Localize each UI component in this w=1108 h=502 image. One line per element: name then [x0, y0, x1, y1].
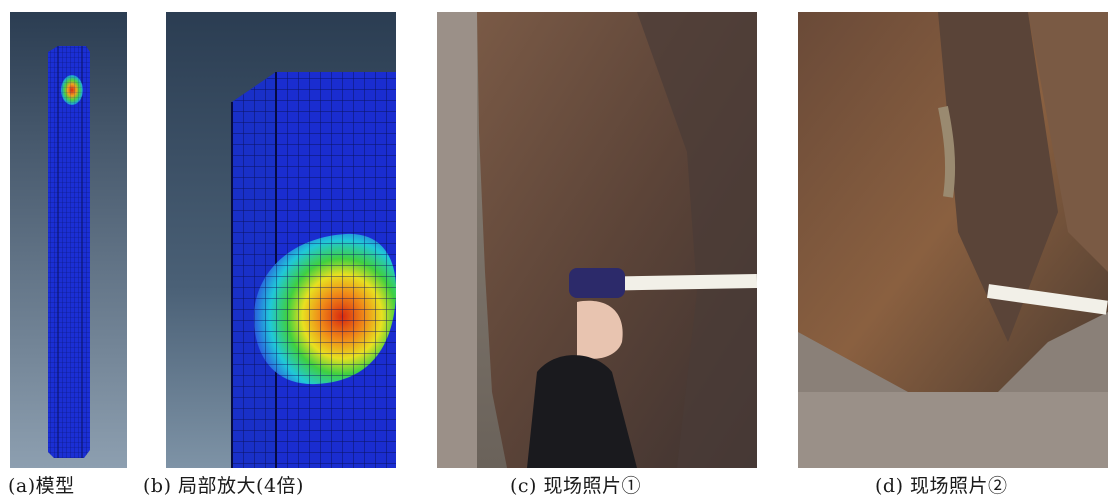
- panel-c-site-photo-1: [437, 12, 757, 468]
- panel-d-site-photo-2: [798, 12, 1108, 468]
- fe-model-zoom-image: [166, 12, 396, 468]
- site-photo-2-image: [798, 12, 1108, 468]
- panel-a-fe-model: [10, 12, 127, 468]
- caption-a: (a)模型: [8, 475, 75, 497]
- caption-b: (b) 局部放大(4倍): [143, 475, 304, 497]
- fe-model-full-image: [10, 12, 127, 468]
- caption-d: (d) 现场照片②: [875, 475, 1008, 497]
- caption-c: (c) 现场照片①: [510, 475, 642, 497]
- site-photo-1-image: [437, 12, 757, 468]
- panel-b-local-zoom: [166, 12, 396, 468]
